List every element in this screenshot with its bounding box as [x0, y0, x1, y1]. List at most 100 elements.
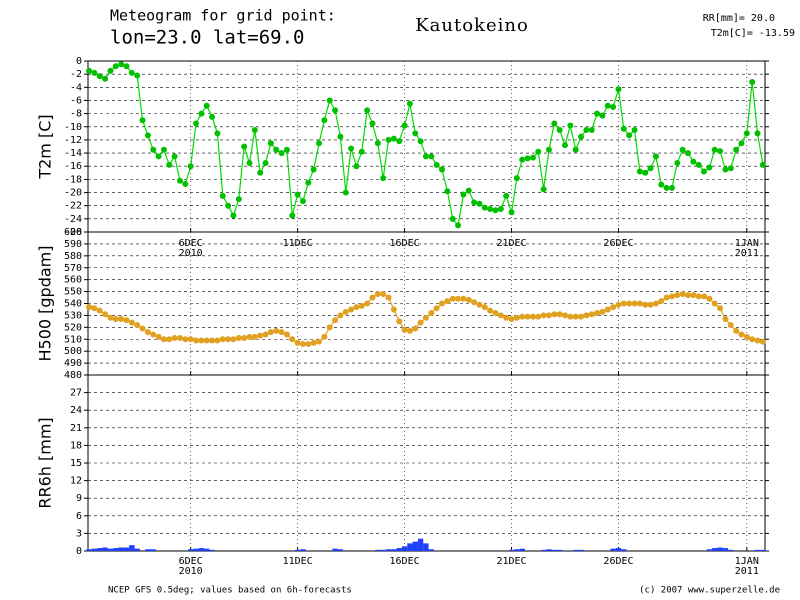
data-point	[636, 168, 643, 175]
y-tick-label: -10	[64, 122, 82, 133]
data-point	[358, 302, 365, 309]
data-point	[513, 175, 520, 182]
data-point	[326, 324, 333, 331]
data-point	[668, 184, 675, 191]
y-tick-label: -24	[64, 214, 82, 225]
data-point	[647, 301, 654, 308]
y-tick-label: -12	[64, 135, 82, 146]
data-point	[294, 191, 301, 198]
y-tick-label: -8	[70, 109, 82, 120]
data-point	[481, 304, 488, 311]
data-point	[219, 336, 226, 343]
data-point	[102, 75, 109, 82]
data-point	[684, 150, 691, 157]
y-tick-label: -22	[64, 201, 82, 212]
data-point	[599, 308, 606, 315]
bar	[391, 549, 397, 551]
data-point	[556, 311, 563, 318]
header-line2: lon=23.0 lat=69.0	[110, 27, 304, 49]
bar	[519, 548, 525, 551]
data-point	[171, 335, 178, 342]
data-point	[316, 338, 323, 345]
y-tick-label: -6	[70, 95, 82, 106]
y-tick-label: 0	[76, 546, 82, 557]
y-tick-label: 550	[64, 287, 82, 298]
x-tick-label: 16DEC	[390, 238, 420, 249]
data-point	[348, 145, 355, 152]
data-point	[717, 148, 724, 155]
data-point	[305, 341, 312, 348]
data-point	[754, 337, 761, 344]
bar	[712, 548, 718, 551]
data-point	[422, 153, 429, 160]
data-point	[401, 326, 408, 333]
data-point	[144, 132, 151, 139]
data-point	[449, 295, 456, 302]
bar	[407, 543, 413, 551]
data-point	[711, 146, 718, 153]
y-tick-label: 580	[64, 251, 82, 262]
data-point	[257, 332, 264, 339]
data-point	[396, 318, 403, 325]
data-point	[636, 300, 643, 307]
y-tick-label: 500	[64, 346, 82, 357]
info-rr: RR[mm]= 20.0	[703, 13, 775, 24]
y-tick-label: 590	[64, 239, 82, 250]
data-point	[299, 198, 306, 205]
data-point	[246, 159, 253, 166]
data-point	[230, 212, 237, 219]
y-tick-label: 570	[64, 263, 82, 274]
data-point	[182, 180, 189, 187]
data-point	[535, 313, 542, 320]
data-point	[540, 186, 547, 193]
bar	[423, 543, 429, 551]
data-point	[535, 148, 542, 155]
y-tick-label: 540	[64, 299, 82, 310]
data-point	[567, 122, 574, 129]
data-point	[551, 311, 558, 318]
bar	[209, 549, 215, 551]
data-point	[406, 327, 413, 334]
data-point	[235, 196, 242, 203]
data-point	[658, 298, 665, 305]
bar	[508, 549, 515, 551]
data-point	[86, 304, 93, 311]
data-point	[497, 312, 504, 319]
y-tick-label: 6	[76, 511, 82, 522]
footer-right: (c) 2007 www.superzelle.de	[639, 586, 780, 596]
bar	[294, 549, 301, 551]
data-point	[316, 140, 323, 147]
data-point	[722, 166, 729, 173]
x-tick-label: 6DEC	[179, 556, 203, 567]
y-tick-label: 18	[70, 440, 82, 451]
data-point	[706, 295, 713, 302]
data-point	[444, 298, 451, 305]
bar	[134, 548, 140, 551]
data-point	[444, 188, 451, 195]
data-point	[310, 166, 317, 173]
data-point	[187, 163, 194, 170]
bar	[722, 548, 729, 551]
x-tick-label: 16DEC	[390, 556, 420, 567]
data-point	[583, 312, 590, 319]
data-point	[626, 300, 633, 307]
station-title: Kautokeino	[415, 15, 529, 36]
data-point	[652, 153, 659, 160]
y-axis-label: H500 [gpdam]	[36, 246, 55, 362]
y-tick-label: 21	[70, 423, 82, 434]
data-point	[610, 104, 617, 111]
bar	[717, 547, 723, 551]
data-point	[401, 122, 408, 129]
y-tick-label: 600	[64, 227, 82, 238]
data-point	[332, 317, 339, 324]
data-point	[203, 102, 210, 109]
data-point	[524, 155, 531, 162]
bar	[113, 548, 119, 551]
data-point	[663, 184, 670, 191]
data-point	[620, 125, 627, 132]
data-point	[251, 333, 258, 340]
data-point	[155, 153, 162, 160]
data-point	[348, 306, 355, 313]
bar	[621, 549, 627, 551]
data-point	[642, 301, 649, 308]
